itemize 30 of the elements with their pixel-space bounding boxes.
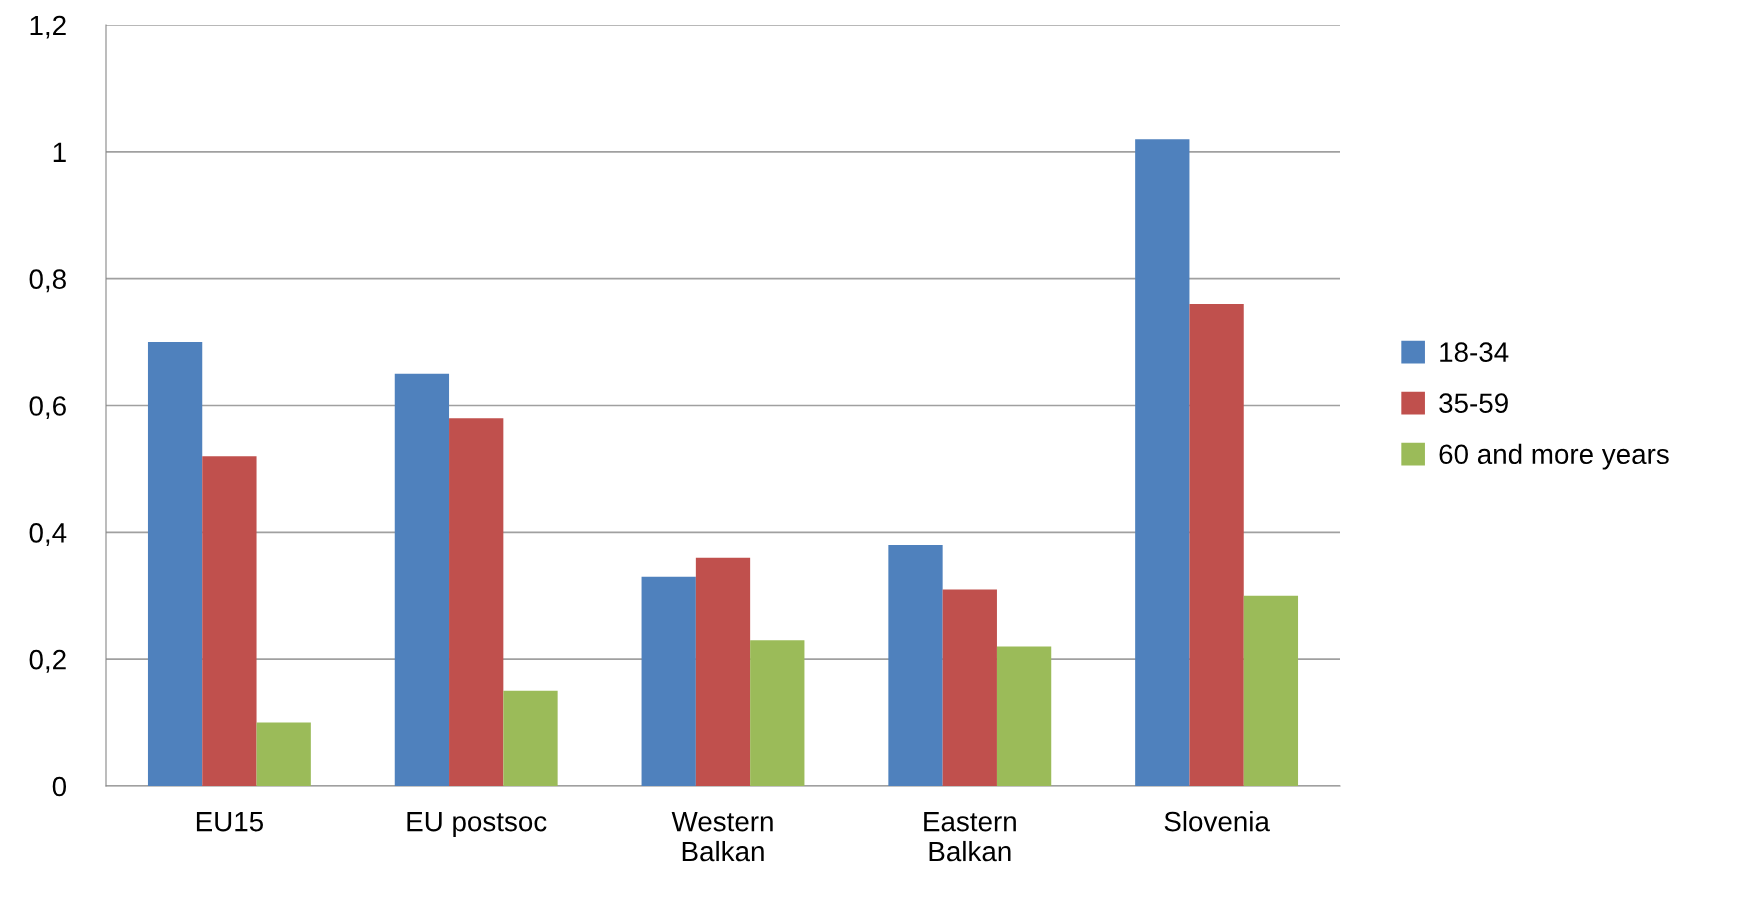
bar [503, 690, 558, 786]
x-tick-label: EU postsoc [407, 812, 547, 837]
bar [1135, 139, 1190, 786]
bar [996, 646, 1052, 786]
y-tick-label: 0,8 [29, 269, 66, 293]
y-tick-label: 0 [52, 776, 67, 797]
legend-label: 35-59 [1439, 393, 1508, 414]
bar [750, 640, 805, 786]
bar [695, 557, 751, 786]
bar [147, 342, 203, 786]
y-tick-label: 0,6 [29, 396, 66, 420]
bar [888, 545, 943, 786]
bar [641, 576, 696, 786]
legend-label: 18-34 [1440, 342, 1509, 362]
bar [1189, 304, 1244, 786]
y-tick-label: 0,4 [29, 523, 67, 546]
y-tick-label: 1,2 [30, 15, 66, 39]
bar [1243, 595, 1299, 786]
bar [202, 456, 257, 786]
bar [942, 589, 997, 786]
bar [256, 722, 311, 786]
y-tick-label: 1 [53, 142, 66, 162]
bar [394, 373, 450, 786]
x-tick-label: Eastern Balkan [924, 812, 1016, 862]
x-tick-label: Western Balkan [671, 812, 773, 862]
x-tick-label: EU15 [196, 812, 263, 832]
legend-label: 60 and more years [1439, 443, 1669, 470]
bar [449, 418, 504, 786]
x-tick-label: Slovenia [1164, 811, 1270, 832]
y-tick-label: 0,2 [29, 649, 66, 673]
